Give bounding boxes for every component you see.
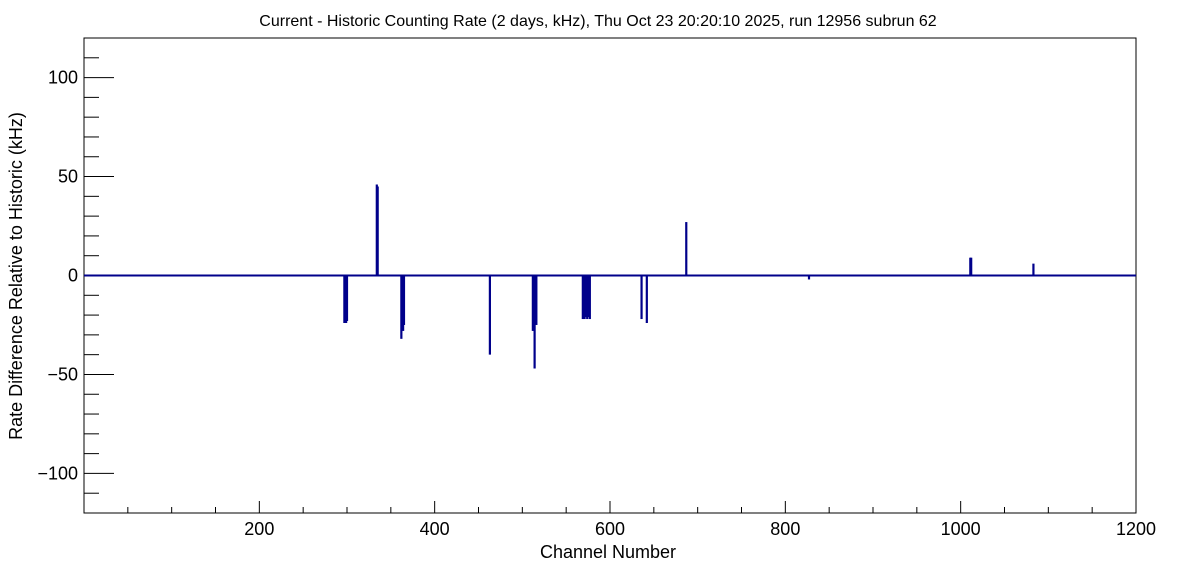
y-tick-label: 50 [58, 167, 78, 187]
x-tick-label: 200 [244, 519, 274, 539]
y-axis-label: Rate Difference Relative to Historic (kH… [6, 112, 26, 440]
axis-ticks [84, 57, 1137, 513]
x-tick-label: 600 [595, 519, 625, 539]
x-axis-label: Channel Number [540, 542, 676, 562]
x-tick-labels: 200 400 600 800 1000 1200 [244, 519, 1156, 539]
x-tick-label: 1200 [1116, 519, 1156, 539]
y-tick-label: 100 [48, 68, 78, 88]
data-spikes [343, 184, 1035, 369]
x-tick-label: 800 [770, 519, 800, 539]
x-tick-label: 400 [420, 519, 450, 539]
y-tick-label: 0 [68, 266, 78, 286]
x-tick-label: 1000 [941, 519, 981, 539]
chart-title: Current - Historic Counting Rate (2 days… [259, 13, 937, 30]
y-tick-label: −100 [37, 463, 78, 483]
y-tick-label: −50 [47, 364, 78, 384]
y-tick-labels: 100 50 0 −50 −100 [37, 68, 78, 484]
